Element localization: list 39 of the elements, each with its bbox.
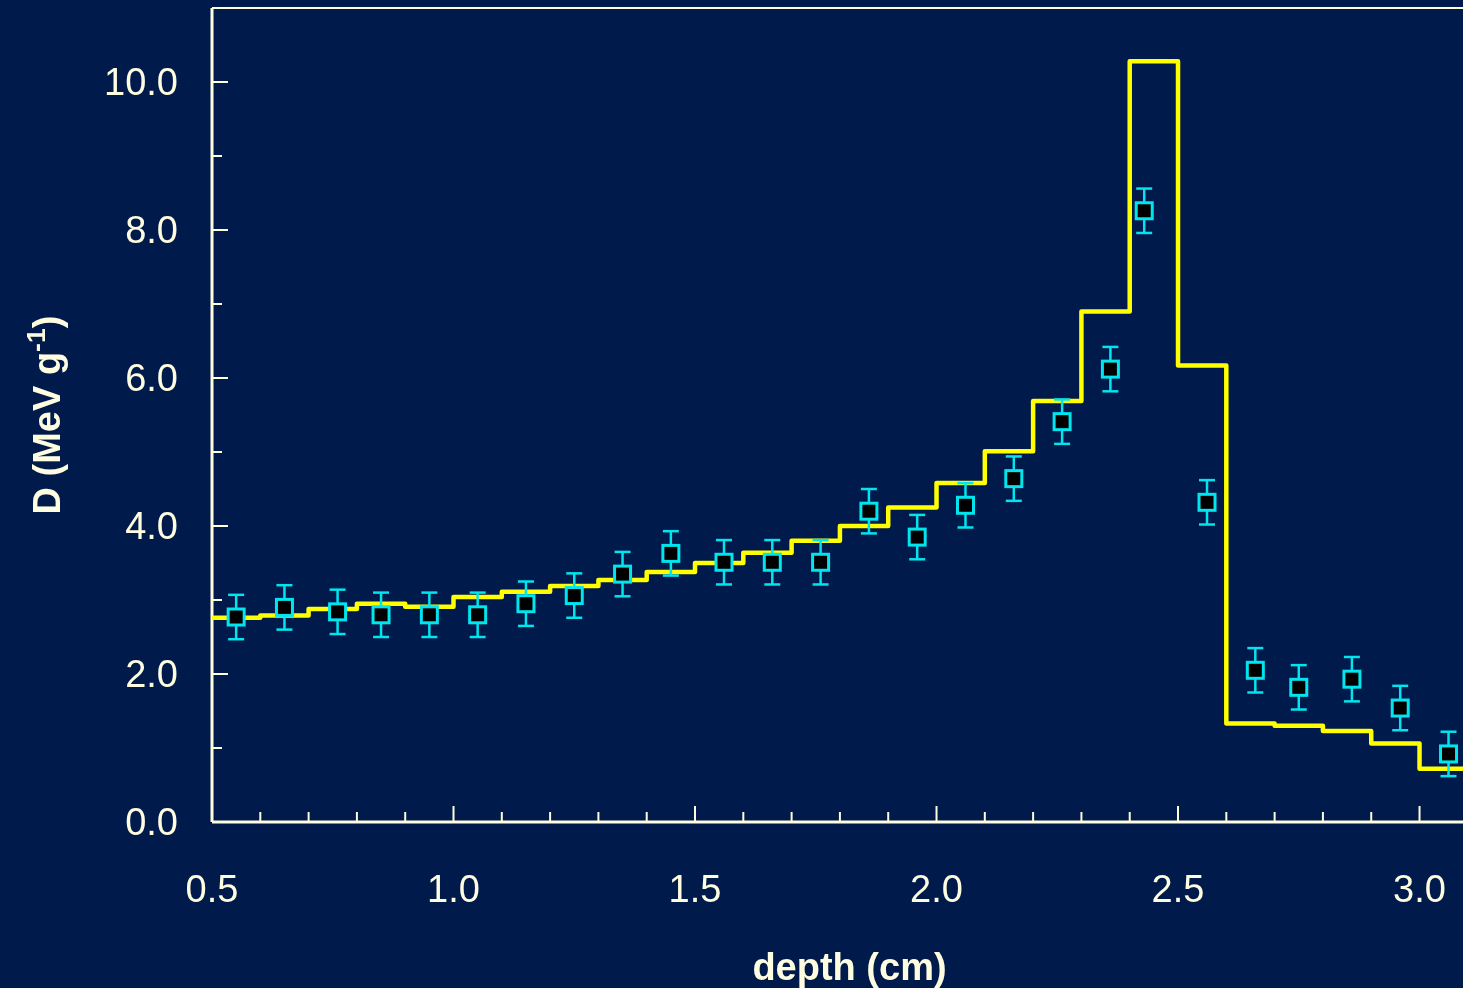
x-tick-label: 1.0 bbox=[427, 868, 480, 910]
y-tick-label: 8.0 bbox=[125, 209, 178, 252]
point bbox=[468, 605, 488, 625]
point bbox=[564, 586, 584, 606]
point bbox=[859, 501, 879, 521]
x-tick-label: 1.5 bbox=[668, 868, 722, 910]
x-tick-label: 3.0 bbox=[1393, 868, 1446, 910]
x-tick-label: 0.5 bbox=[185, 868, 239, 910]
point bbox=[274, 597, 294, 617]
point bbox=[371, 605, 391, 625]
x-tick-label: 2.0 bbox=[910, 868, 963, 910]
point bbox=[661, 543, 681, 563]
point bbox=[328, 602, 348, 622]
point bbox=[1245, 660, 1265, 680]
x-axis-title: depth (cm) bbox=[752, 946, 947, 988]
point bbox=[226, 607, 246, 627]
point bbox=[1197, 492, 1217, 512]
point bbox=[1134, 201, 1154, 221]
x-tick-label: 2.5 bbox=[1151, 868, 1205, 910]
point bbox=[1439, 744, 1459, 764]
point bbox=[907, 527, 927, 547]
point bbox=[714, 552, 734, 572]
point bbox=[1004, 469, 1024, 489]
point bbox=[516, 594, 536, 614]
point bbox=[1390, 698, 1410, 718]
y-tick-label: 2.0 bbox=[125, 653, 178, 696]
point bbox=[1289, 677, 1309, 697]
point bbox=[613, 564, 633, 584]
point bbox=[1052, 412, 1072, 432]
point bbox=[1100, 359, 1120, 379]
point bbox=[811, 552, 831, 572]
y-tick-label: 0.0 bbox=[125, 801, 178, 844]
point bbox=[762, 552, 782, 572]
point bbox=[1342, 669, 1362, 689]
point bbox=[419, 605, 439, 625]
y-tick-label: 10.0 bbox=[104, 61, 178, 104]
y-tick-label: 6.0 bbox=[125, 357, 178, 400]
y-tick-label: 4.0 bbox=[125, 505, 178, 548]
point bbox=[956, 495, 975, 515]
